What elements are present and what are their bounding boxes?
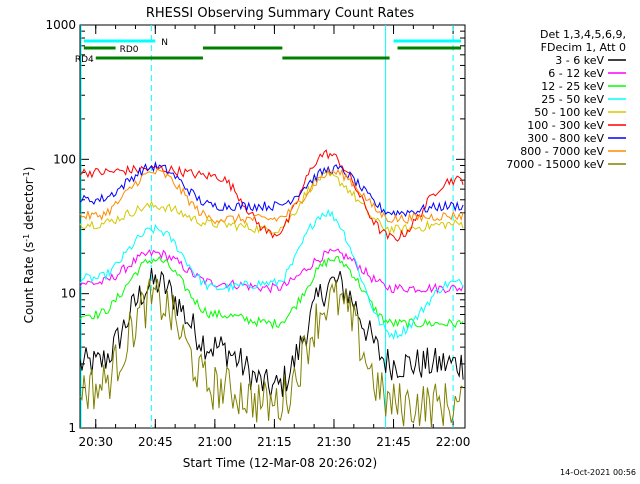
x-tick-label: 21:45 (376, 435, 411, 449)
x-axis-label: Start Time (12-Mar-08 20:26:02) (183, 456, 377, 470)
legend-entry-label: 12 - 25 keV (541, 80, 604, 93)
svg-text:Count Rate (s-1 detector-1): Count Rate (s-1 detector-1) (22, 167, 37, 324)
plot-area: 1 10 100 1000 20:30 20:45 21:00 21:15 21:30 21:45… (45, 18, 470, 449)
state-bar-label: N (161, 38, 168, 48)
state-bar-label: RD4 (75, 55, 94, 65)
y-tick-label: 1 (68, 421, 76, 435)
x-tick-label: 22:00 (436, 435, 471, 449)
y-tick-label: 100 (53, 152, 76, 166)
legend-header-line: Det 1,3,4,5,6,9, (540, 28, 626, 41)
state-bar-label: RD0 (120, 45, 139, 55)
series-line-8 (79, 278, 464, 428)
legend-entry-label: 800 - 7000 keV (520, 145, 604, 158)
series-line-1 (79, 248, 464, 295)
series-line-7 (79, 167, 464, 225)
chart-title: RHESSI Observing Summary Count Rates (146, 6, 415, 21)
ylabel-end: ) (22, 167, 36, 172)
plot-frame (79, 24, 466, 429)
legend-entry-label: 7000 - 15000 keV (506, 158, 604, 171)
x-tick-label: 21:30 (317, 435, 352, 449)
timestamp: 14-Oct-2021 00:56 (560, 468, 636, 477)
y-tick-label: 1000 (45, 18, 76, 32)
y-tick-label: 10 (61, 287, 76, 301)
legend-entry-label: 3 - 6 keV (555, 54, 604, 67)
ylabel-main: Count Rate (s (22, 242, 36, 324)
x-tick-label: 21:15 (257, 435, 292, 449)
series-line-6 (79, 160, 464, 218)
legend-entry-label: 300 - 800 keV (527, 132, 604, 145)
legend-entry-label: 50 - 100 keV (534, 106, 604, 119)
legend-entry-label: 100 - 300 keV (527, 119, 604, 132)
legend-header-line: FDecim 1, Att 0 (541, 41, 626, 54)
x-tick-label: 20:30 (78, 435, 113, 449)
legend-entry-label: 25 - 50 keV (541, 93, 604, 106)
series-line-2 (79, 255, 464, 330)
ylabel-sup1: -1 (22, 234, 31, 242)
x-tick-label: 21:00 (198, 435, 233, 449)
legend-entry-label: 6 - 12 keV (548, 67, 604, 80)
ylabel-sup2: -1 (22, 171, 31, 179)
legend: Det 1,3,4,5,6,9,FDecim 1, Att 03 - 6 keV… (506, 28, 626, 171)
ylabel-mid: detector (22, 179, 36, 234)
y-axis-label: Count Rate (s-1 detector-1) (22, 167, 37, 324)
x-tick-label: 20:45 (138, 435, 173, 449)
series-line-3 (79, 208, 464, 341)
